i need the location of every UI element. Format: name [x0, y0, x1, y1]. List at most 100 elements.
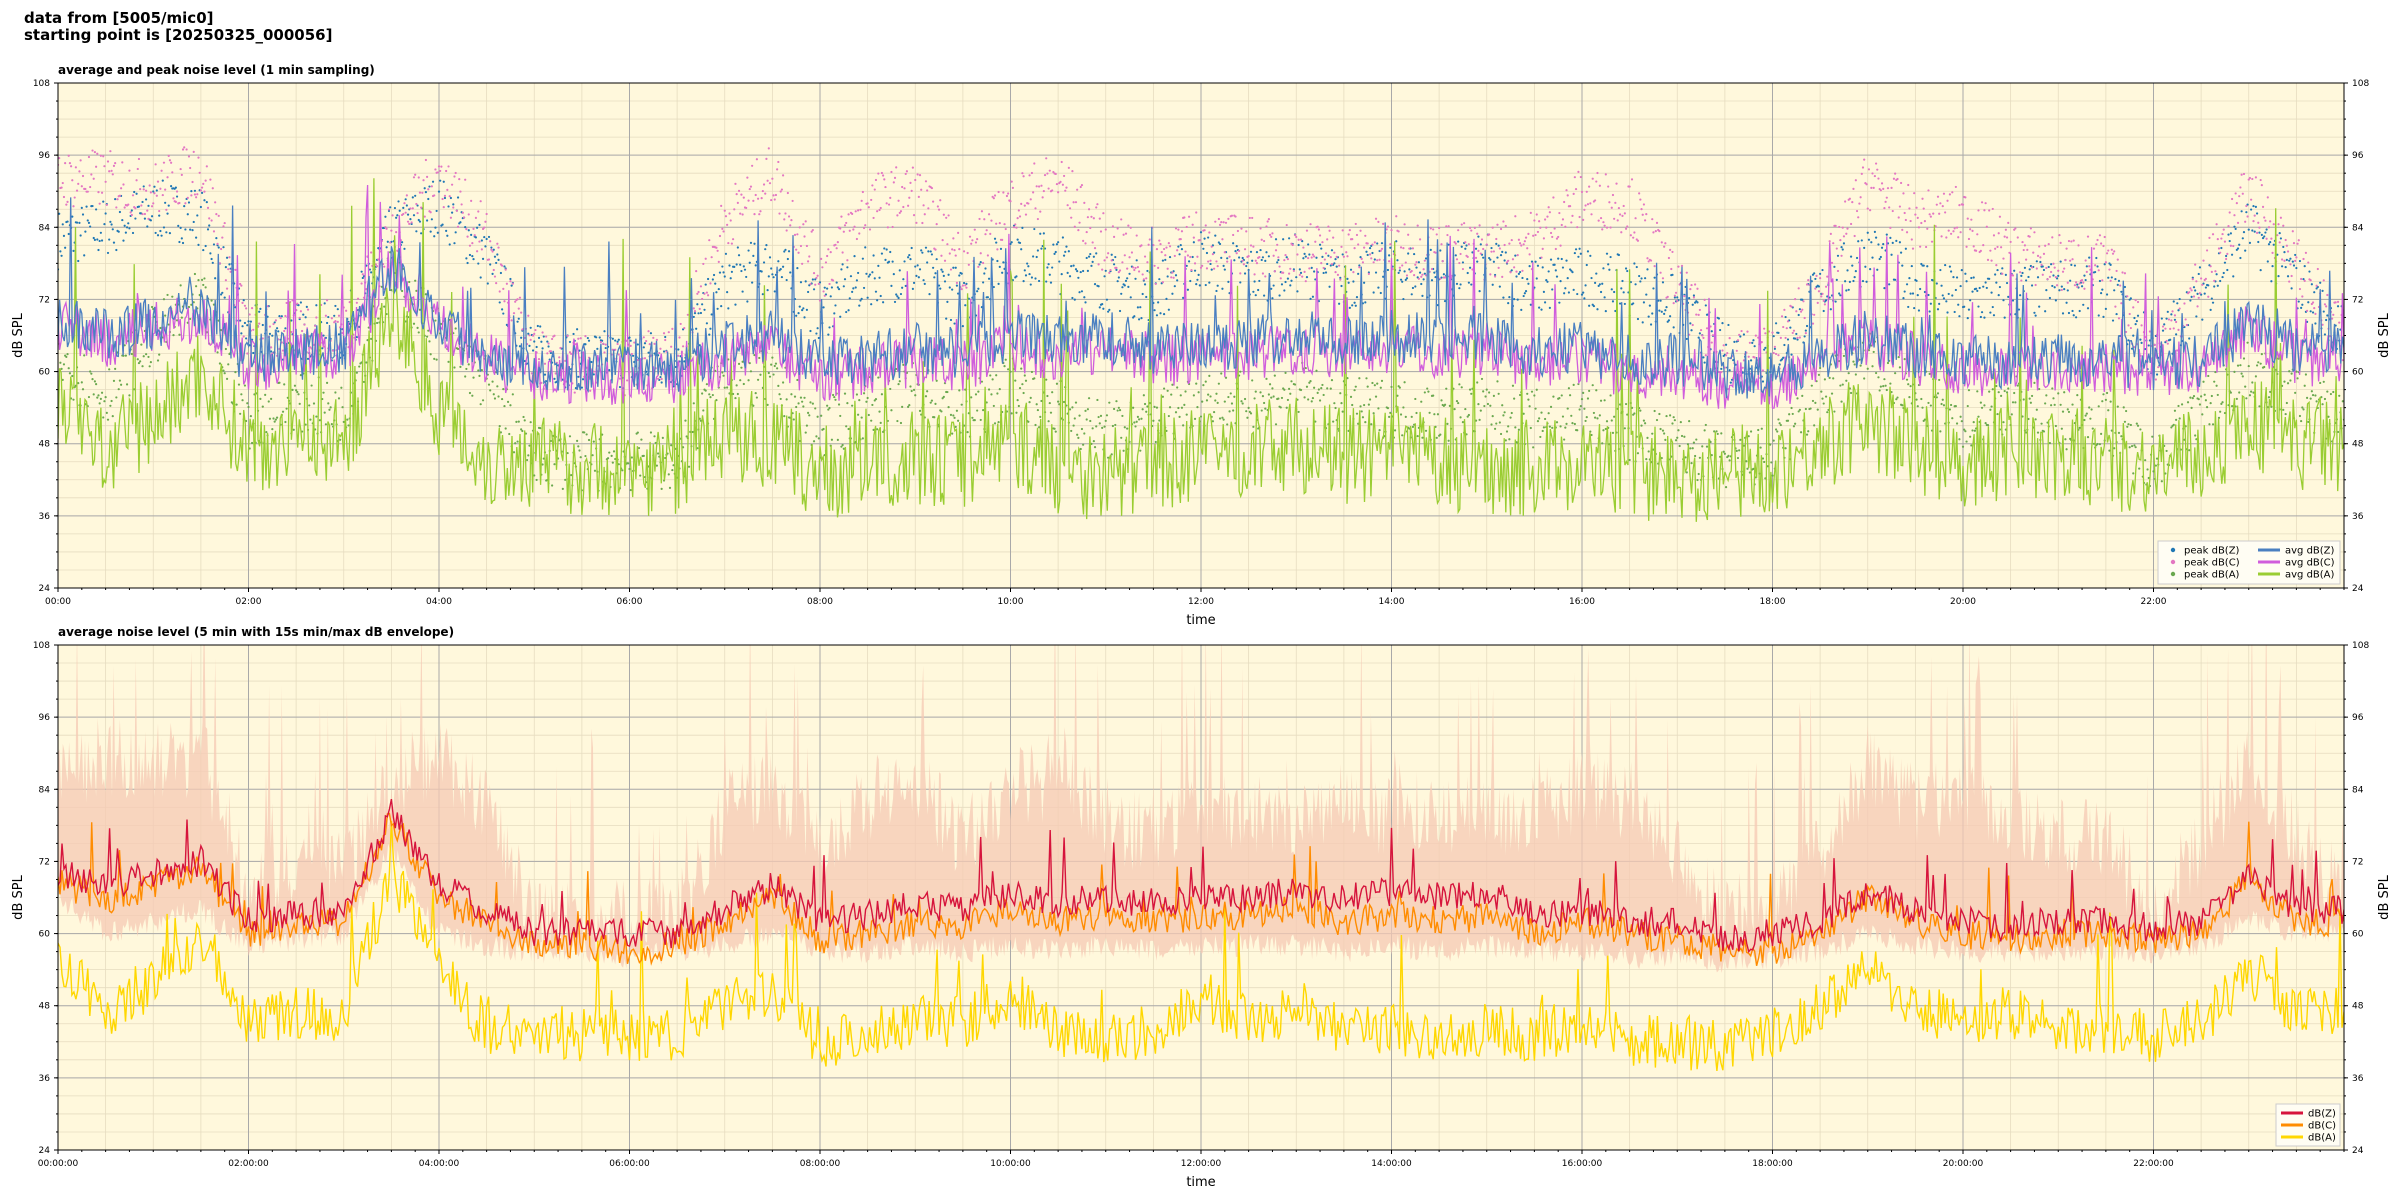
- peak-point: [866, 296, 869, 299]
- peak-point: [1548, 211, 1551, 214]
- peak-point: [1433, 271, 1436, 274]
- peak-point: [150, 305, 154, 309]
- peak-point: [134, 207, 137, 210]
- peak-point: [1047, 263, 1050, 266]
- peak-point: [1813, 313, 1816, 316]
- peak-point: [1911, 292, 1915, 295]
- peak-point: [1620, 287, 1623, 290]
- peak-point: [2252, 204, 2255, 208]
- peak-point: [453, 366, 456, 369]
- peak-point: [2094, 270, 2097, 274]
- peak-point: [1572, 288, 1575, 291]
- peak-point: [217, 214, 220, 217]
- peak-point: [100, 191, 104, 194]
- peak-point: [140, 343, 143, 346]
- peak-point: [855, 279, 859, 282]
- peak-point: [133, 190, 136, 194]
- peak-point: [77, 182, 80, 185]
- peak-point: [1366, 253, 1369, 257]
- peak-point: [564, 478, 567, 481]
- peak-point: [2297, 300, 2300, 303]
- peak-point: [729, 219, 732, 222]
- peak-point: [1659, 299, 1662, 302]
- peak-point: [356, 297, 360, 300]
- peak-point: [160, 234, 163, 237]
- peak-point: [1166, 389, 1169, 392]
- peak-point: [1224, 376, 1228, 379]
- peak-point: [1991, 207, 1994, 211]
- peak-point: [531, 349, 535, 352]
- peak-point: [829, 251, 832, 254]
- peak-point: [2234, 192, 2237, 195]
- peak-point: [290, 319, 293, 322]
- peak-point: [96, 152, 99, 155]
- peak-point: [1035, 185, 1038, 188]
- peak-point: [617, 338, 620, 341]
- peak-point: [1372, 291, 1375, 294]
- peak-point: [280, 315, 283, 318]
- peak-point: [1173, 285, 1176, 288]
- peak-point: [899, 421, 903, 425]
- peak-point: [923, 282, 926, 285]
- peak-point: [2266, 196, 2269, 199]
- peak-point: [706, 277, 710, 281]
- peak-point: [1971, 290, 1974, 293]
- peak-point: [2011, 274, 2015, 277]
- peak-point: [1463, 222, 1466, 225]
- peak-point: [997, 282, 1000, 286]
- peak-point: [2244, 220, 2247, 223]
- peak-point: [809, 329, 812, 333]
- peak-point: [370, 271, 373, 274]
- peak-point: [322, 391, 325, 394]
- peak-point: [883, 178, 886, 181]
- peak-point: [704, 257, 707, 260]
- peak-point: [2322, 310, 2325, 313]
- peak-point: [1066, 271, 1069, 274]
- peak-point: [2072, 314, 2075, 317]
- peak-point: [65, 355, 68, 359]
- peak-point: [941, 239, 944, 242]
- peak-point: [831, 393, 835, 397]
- peak-point: [1891, 209, 1894, 213]
- peak-point: [1678, 283, 1681, 286]
- peak-point: [1883, 287, 1886, 290]
- peak-point: [930, 253, 934, 256]
- peak-point: [330, 422, 333, 426]
- peak-point: [103, 400, 106, 403]
- peak-point: [957, 231, 960, 234]
- peak-point: [814, 407, 817, 410]
- peak-point: [762, 261, 766, 264]
- peak-point: [249, 414, 252, 418]
- peak-point: [715, 291, 718, 294]
- peak-point: [1929, 215, 1932, 218]
- peak-point: [1724, 343, 1728, 346]
- peak-point: [1496, 256, 1499, 259]
- peak-point: [2009, 240, 2012, 244]
- peak-point: [324, 314, 327, 317]
- peak-point: [2197, 296, 2200, 299]
- peak-point: [1202, 383, 1205, 387]
- peak-point: [603, 330, 606, 333]
- peak-point: [117, 388, 120, 391]
- peak-point: [261, 337, 264, 340]
- peak-point: [90, 372, 93, 375]
- peak-point: [1492, 250, 1495, 253]
- peak-point: [141, 365, 144, 368]
- peak-point: [1844, 280, 1847, 283]
- peak-point: [1234, 215, 1237, 218]
- peak-point: [1308, 253, 1311, 256]
- peak-point: [1921, 197, 1924, 200]
- peak-point: [1170, 393, 1173, 396]
- peak-point: [161, 193, 164, 197]
- peak-point: [453, 175, 456, 178]
- peak-point: [1671, 250, 1674, 254]
- peak-point: [1029, 198, 1032, 201]
- peak-point: [691, 430, 694, 434]
- peak-point: [1085, 230, 1088, 234]
- peak-point: [734, 303, 737, 306]
- peak-point: [1110, 253, 1113, 256]
- peak-point: [2169, 327, 2172, 330]
- peak-point: [1087, 255, 1091, 258]
- peak-point: [1952, 230, 1955, 233]
- peak-point: [2114, 278, 2117, 281]
